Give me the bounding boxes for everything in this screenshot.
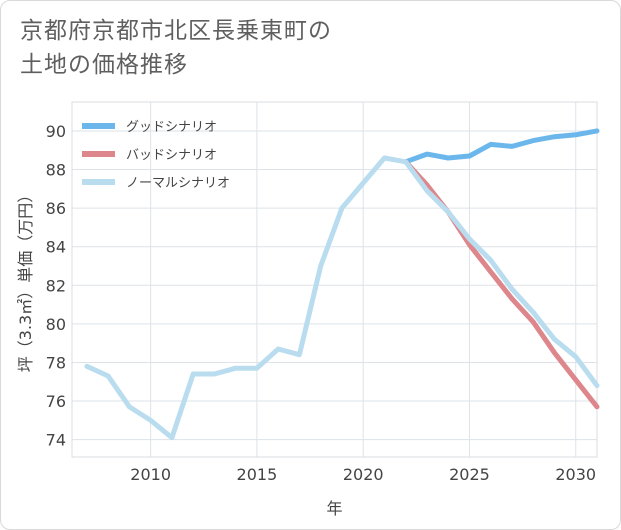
chart-title: 京都府京都市北区長乗東町の 土地の価格推移 [20,14,332,82]
plot-frame [71,101,598,458]
series-line-0 [403,128,600,165]
legend-label-2: ノーマルシナリオ [126,176,230,191]
x-tick-label: 2020 [343,465,384,484]
y-tick-label: 84 [46,238,66,257]
legend-label-0: グッドシナリオ [126,120,217,135]
legend-label-1: バッドシナリオ [126,148,217,163]
y-tick-label: 90 [46,122,66,141]
y-tick-label: 74 [46,431,66,450]
x-tick-label: 2010 [130,465,171,484]
y-tick-label: 86 [46,199,66,218]
y-tick-label: 80 [46,315,66,334]
series-layer [84,128,600,441]
chart-title-line-2: 土地の価格推移 [20,52,188,78]
y-axis-label: 坪（3.3㎡）単価（万円） [16,187,35,372]
y-tick-label: 88 [46,161,66,180]
y-tick-label: 82 [46,276,66,295]
x-tick-label: 2025 [449,465,490,484]
grid-lines [72,102,597,457]
x-tick-labels: 2010 2015 2020 2025 2030 [130,465,596,484]
y-tick-labels: 74 76 78 80 82 84 86 88 90 [46,122,66,450]
x-tick-label: 2030 [555,465,596,484]
x-axis-label: 年 [326,499,342,518]
chart-title-line-1: 京都府京都市北区長乗東町の [20,18,332,44]
y-tick-label: 78 [46,353,66,372]
x-tick-label: 2015 [237,465,278,484]
series-line-2 [84,155,600,441]
y-tick-label: 76 [46,392,66,411]
